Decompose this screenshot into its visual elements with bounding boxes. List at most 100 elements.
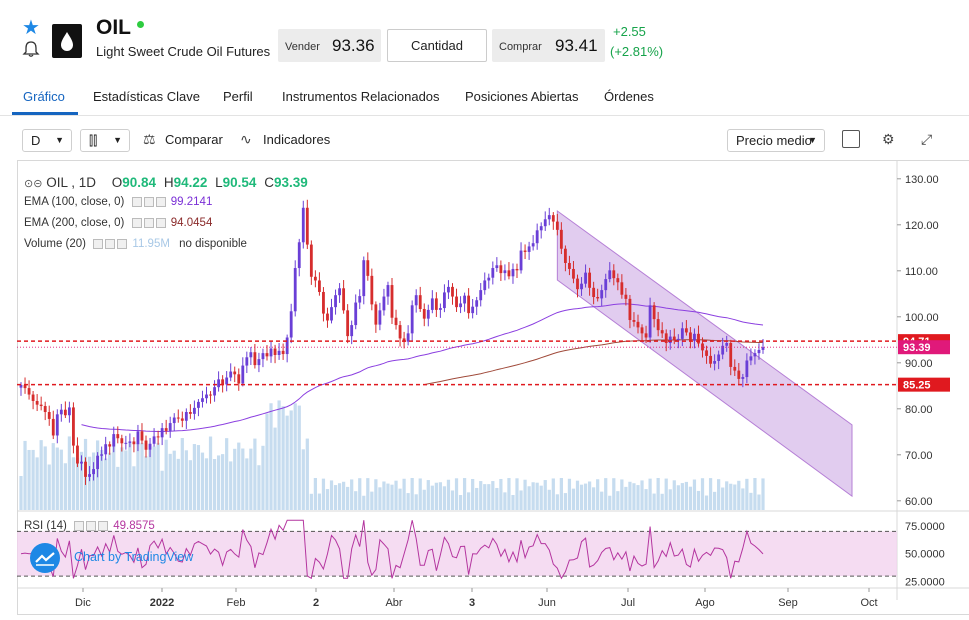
- volume-bar: [108, 452, 112, 510]
- tab-perfil[interactable]: Perfil: [223, 89, 253, 104]
- indicator-controls-icon[interactable]: [74, 520, 110, 532]
- volume-bar: [71, 457, 76, 510]
- rsi-tick-label: 50.0000: [905, 549, 945, 561]
- tab-ordenes[interactable]: Órdenes: [604, 89, 654, 104]
- candle-body: [656, 319, 660, 331]
- indicator-controls-icon[interactable]: [131, 196, 168, 208]
- compare-button[interactable]: Comparar: [165, 132, 223, 147]
- candle-body: [63, 409, 67, 416]
- volume-bar: [273, 427, 277, 510]
- rsi-line: [20, 519, 764, 580]
- volume-bar: [628, 481, 632, 510]
- buy-label: Comprar: [499, 41, 542, 53]
- candle-body: [713, 360, 717, 364]
- volume-bar: [116, 466, 120, 510]
- volume-note: no disponible: [179, 238, 247, 251]
- tradingview-badge[interactable]: Chart by TradingView: [30, 543, 210, 573]
- volume-bar: [559, 478, 563, 510]
- volume-bar: [212, 459, 217, 510]
- volume-bar: [281, 406, 285, 510]
- volume-bar: [168, 453, 172, 510]
- candle-body: [326, 313, 329, 321]
- volume-bar: [402, 478, 406, 510]
- candle-body: [382, 296, 386, 311]
- price-mode-select[interactable]: Precio medio ▼: [727, 129, 825, 152]
- volume-bar: [414, 494, 418, 510]
- volume-bar: [192, 444, 197, 510]
- gear-icon[interactable]: ⚙: [882, 131, 895, 147]
- rsi-tick-label: 75.0000: [905, 521, 945, 533]
- instrument-symbol: OIL: [96, 16, 131, 39]
- snapshot-checkbox[interactable]: [842, 130, 860, 148]
- volume-bar: [712, 491, 717, 510]
- volume-bar: [579, 484, 584, 510]
- candle-body: [188, 412, 192, 414]
- candle-body: [241, 365, 245, 384]
- interval-select[interactable]: D ▼: [22, 129, 72, 152]
- volume-bar: [600, 491, 604, 510]
- volume-bar: [329, 480, 334, 510]
- candle-body: [660, 330, 664, 334]
- legend-symbol: OIL , 1D: [46, 175, 96, 190]
- volume-bar: [237, 442, 241, 510]
- buy-button[interactable]: Comprar 93.41: [492, 29, 605, 62]
- candle-body: [757, 349, 761, 354]
- volume-bar: [140, 442, 144, 510]
- candle-body: [584, 272, 587, 284]
- chart-type-select[interactable]: ⫿⫿ ▼: [80, 129, 130, 152]
- candle-body: [72, 407, 75, 446]
- instrument-name: Light Sweet Crude Oil Futures: [96, 44, 271, 59]
- price-chart[interactable]: 130.00 120.00 110.00 100.00 90.00 80.00 70.00 6…: [17, 160, 969, 615]
- y-tick-label: 130.00: [905, 174, 939, 186]
- volume-bar: [23, 440, 27, 510]
- tab-estadisticas-clave[interactable]: Estadísticas Clave: [93, 89, 200, 104]
- candle-body: [459, 303, 462, 308]
- candle-body: [471, 306, 475, 314]
- sell-button[interactable]: Vender 93.36: [278, 29, 381, 62]
- volume-bar: [293, 403, 297, 510]
- candle-body: [580, 283, 583, 290]
- volume-bar: [483, 484, 487, 510]
- volume-bar: [487, 484, 491, 510]
- indicators-button[interactable]: Indicadores: [263, 132, 331, 147]
- candle-body: [628, 298, 632, 321]
- rsi-tick-label: 25.0000: [905, 577, 945, 589]
- legend-collapse-icon[interactable]: ⊙⊝: [24, 178, 43, 190]
- candle-body: [519, 250, 523, 271]
- legend-low: 90.54: [222, 175, 257, 190]
- candle-body: [213, 387, 216, 396]
- favorite-star-icon[interactable]: ★: [22, 17, 40, 39]
- quantity-input[interactable]: Cantidad: [387, 29, 487, 62]
- volume-bar: [467, 492, 471, 510]
- candle-body: [547, 215, 551, 220]
- volume-bar: [567, 478, 572, 510]
- x-tick-label: 2: [313, 597, 319, 609]
- candle-body: [402, 338, 406, 342]
- candle-body: [608, 270, 612, 280]
- y-tick-label: 70.00: [905, 450, 933, 462]
- volume-bar: [475, 487, 479, 510]
- volume-bar: [507, 478, 511, 510]
- indicator-controls-icon[interactable]: [93, 238, 129, 250]
- indicator-controls-icon[interactable]: [131, 217, 168, 229]
- tab-posiciones-abiertas[interactable]: Posiciones Abiertas: [465, 89, 579, 104]
- tab-instrumentos-relacionados[interactable]: Instrumentos Relacionados: [282, 89, 440, 104]
- bell-alert-icon[interactable]: [22, 40, 40, 58]
- candle-body: [59, 409, 63, 415]
- candle-body: [753, 353, 757, 357]
- fullscreen-icon[interactable]: ⤢: [921, 131, 933, 147]
- volume-bar: [229, 461, 233, 510]
- candle-body: [434, 298, 438, 310]
- candle-body: [366, 260, 370, 276]
- x-tick-label: Abr: [385, 597, 402, 609]
- rsi-label: RSI (14): [24, 520, 67, 533]
- volume-bar: [406, 493, 410, 510]
- candle-body: [330, 307, 333, 321]
- volume-bar: [216, 455, 221, 510]
- candle-body: [285, 337, 289, 355]
- tab-grafico[interactable]: Gráfico: [23, 89, 65, 104]
- candle-body: [237, 374, 241, 384]
- volume-bar: [430, 485, 434, 510]
- candle-body: [737, 370, 741, 379]
- candle-body: [19, 384, 23, 388]
